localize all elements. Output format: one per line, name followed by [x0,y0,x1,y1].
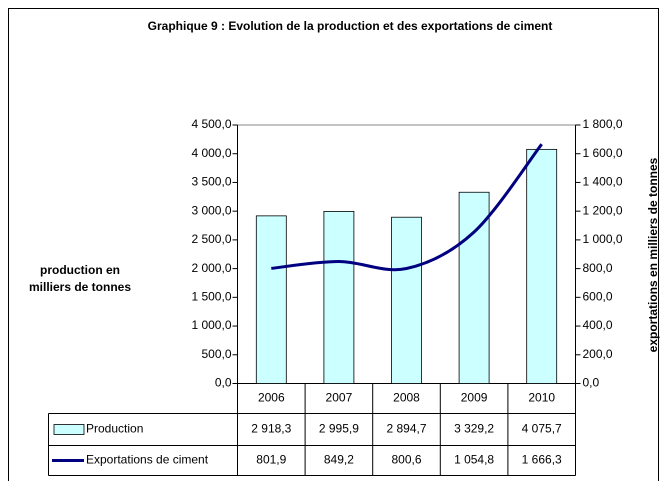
legend-label: Production [86,422,143,436]
x-tick-label: 2009 [461,391,488,405]
table-value: 1 054,8 [454,453,494,467]
bar [391,216,422,384]
y-tick-label: 1 500,0 [191,290,231,304]
bar [458,191,490,384]
y2-tick-label: 200,0 [583,347,613,361]
legend-swatch [53,424,85,435]
y2-tick-label: 1 400,0 [583,175,623,189]
y2-tick-label: 1 800,0 [583,117,623,131]
y-tick-label: 500,0 [201,347,231,361]
y-tick-label: 2 500,0 [191,232,231,246]
table-value: 849,2 [324,453,354,467]
x-tick-label: 2008 [393,391,420,405]
x-tick-label: 2006 [258,391,285,405]
y-tick-label: 4 500,0 [191,117,231,131]
y-tick-label: 0,0 [215,376,232,390]
line [271,143,543,272]
y2-tick-label: 600,0 [583,290,613,304]
y2-tick-label: 1 600,0 [583,146,623,160]
y-tick-label: 3 500,0 [191,175,231,189]
table-value: 2 894,7 [386,422,426,436]
table-value: 800,6 [391,453,421,467]
table-value: 2 995,9 [319,422,359,436]
bar [323,211,355,384]
chart-title: Graphique 9 : Evolution de la production… [148,19,553,33]
bar [255,215,287,384]
y2-tick-label: 1 200,0 [583,203,623,217]
x-tick-label: 2010 [528,391,555,405]
table-value: 1 666,3 [522,453,562,467]
y2-tick-label: 0,0 [583,376,600,390]
table-value: 3 329,2 [454,422,494,436]
table-value: 801,9 [256,453,286,467]
chart-border [8,8,659,481]
table-value: 4 075,7 [522,422,562,436]
y2-axis-label: exportations en milliers de tonnes [646,157,660,352]
y-tick-label: 2 000,0 [191,261,231,275]
x-tick-label: 2007 [326,391,353,405]
y-tick-label: 4 000,0 [191,146,231,160]
table-value: 2 918,3 [251,422,291,436]
bar [526,148,558,384]
legend-label: Exportations de ciment [86,453,209,467]
y-axis-label: production en [40,263,120,277]
y-tick-label: 1 000,0 [191,318,231,332]
y-tick-label: 3 000,0 [191,203,231,217]
y2-tick-label: 1 000,0 [583,232,623,246]
y-axis-label: milliers de tonnes [29,280,131,294]
y2-tick-label: 400,0 [583,318,613,332]
y2-tick-label: 800,0 [583,261,613,275]
